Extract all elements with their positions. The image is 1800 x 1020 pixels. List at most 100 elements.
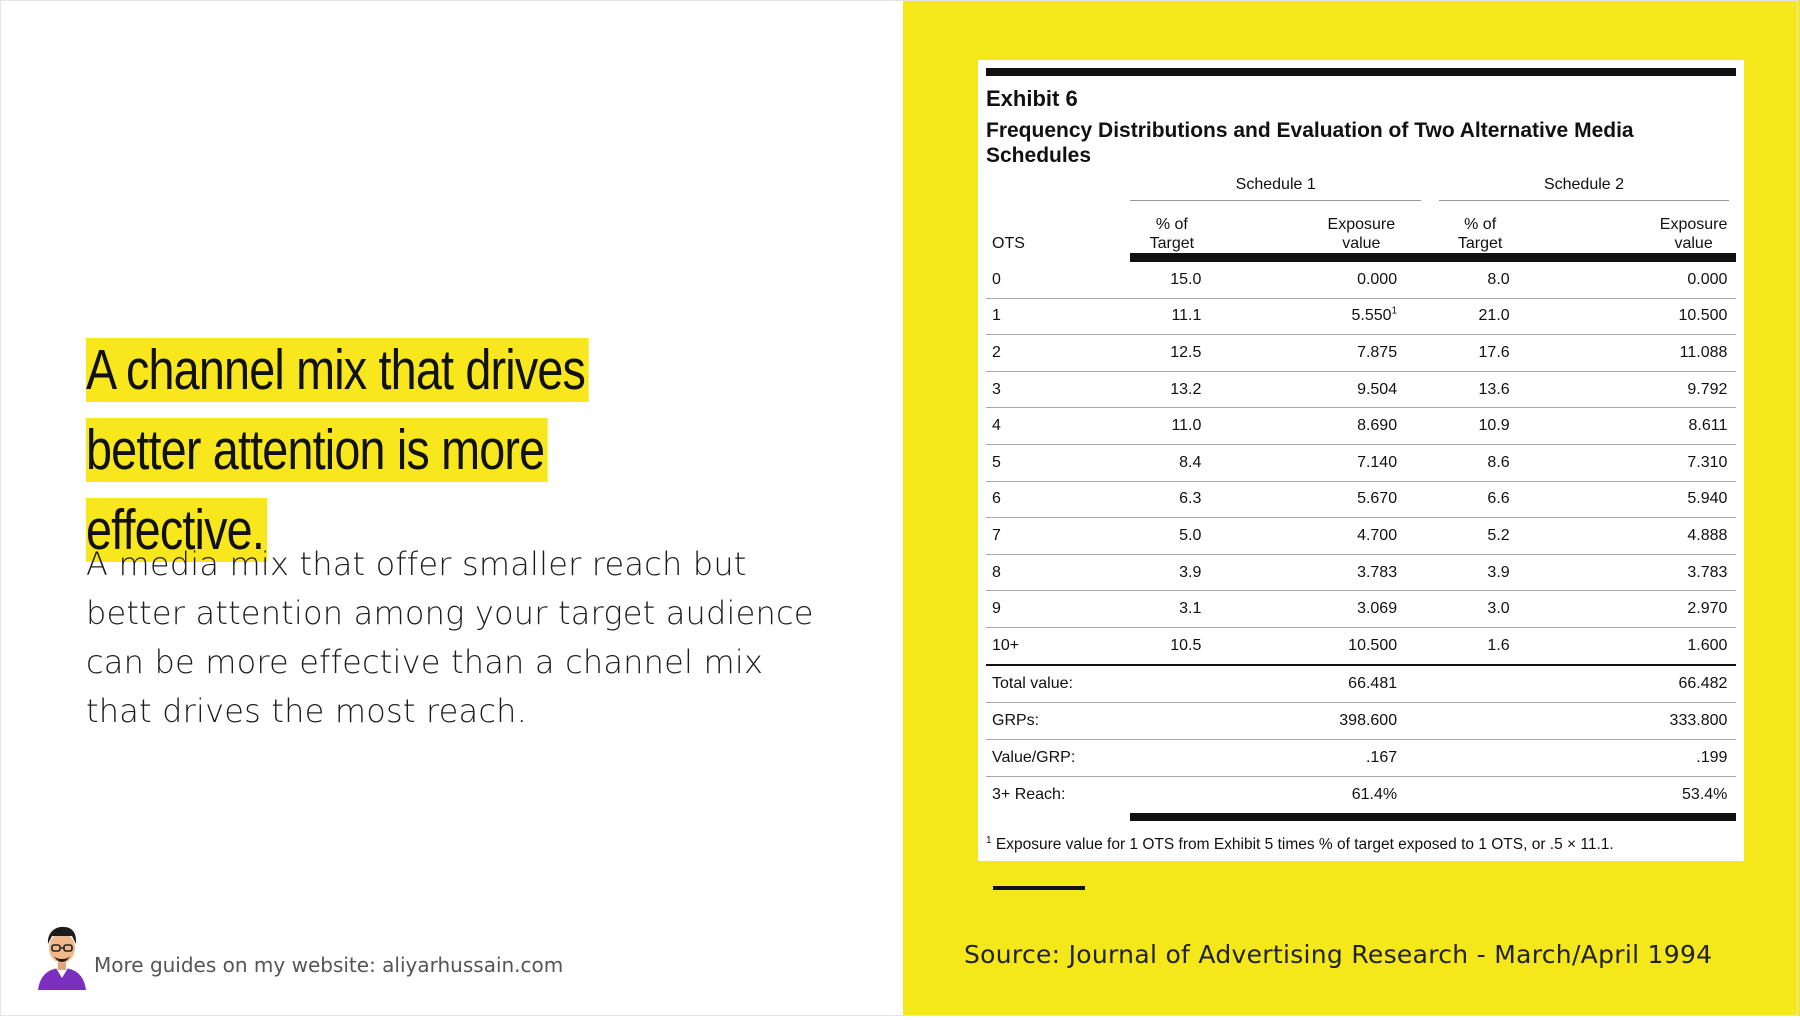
exhibit-title: Frequency Distributions and Evaluation o… bbox=[986, 119, 1634, 167]
schedule-2-header: Schedule 2 bbox=[1438, 170, 1730, 201]
s1-pct-cell: 10.5 bbox=[1130, 627, 1214, 666]
s1-exp-cell: 10.500 bbox=[1213, 627, 1422, 666]
source-citation: Source: Journal of Advertising Research … bbox=[964, 940, 1713, 969]
col-s1-pct-line2: Target bbox=[1149, 235, 1195, 252]
s1-pct-cell: 8.4 bbox=[1130, 444, 1214, 482]
s1-exp-cell: 4.700 bbox=[1213, 517, 1422, 555]
ots-cell: 7 bbox=[986, 517, 1131, 555]
summary-row: 3+ Reach: 61.4% 53.4% bbox=[986, 776, 1736, 813]
s2-pct-cell: 17.6 bbox=[1438, 334, 1522, 372]
s1-pct-cell: 15.0 bbox=[1130, 262, 1214, 299]
s1-pct-cell: 3.9 bbox=[1130, 554, 1214, 592]
schedule-1-header: Schedule 1 bbox=[1130, 170, 1422, 201]
summary-label: GRPs: bbox=[986, 702, 1214, 740]
left-panel: A channel mix that drives better attenti… bbox=[34, 330, 814, 990]
table-row: 3 13.2 9.504 13.6 9.792 bbox=[986, 371, 1736, 409]
s1-exp-cell: 8.690 bbox=[1213, 407, 1422, 445]
s2-pct-cell: 6.6 bbox=[1438, 481, 1522, 519]
ots-cell: 8 bbox=[986, 554, 1131, 592]
s1-exp-cell: 7.140 bbox=[1213, 444, 1422, 482]
body-text: A media mix that offer smaller reach but… bbox=[86, 545, 814, 730]
header-thick-rule-row bbox=[986, 253, 1736, 262]
s1-pct-cell: 6.3 bbox=[1130, 481, 1214, 519]
s2-exp-cell: 1.600 bbox=[1521, 627, 1730, 666]
s1-exp-value: 7.140 bbox=[1357, 453, 1398, 471]
exhibit-label: Exhibit 6 bbox=[986, 86, 1078, 111]
table-row: 6 6.3 5.670 6.6 5.940 bbox=[986, 481, 1736, 519]
ots-cell: 1 bbox=[986, 298, 1131, 336]
s1-exp-value: 4.700 bbox=[1357, 526, 1398, 544]
ots-cell: 0 bbox=[986, 262, 1131, 299]
table-row: 4 11.0 8.690 10.9 8.611 bbox=[986, 407, 1736, 445]
table-body: 0 15.0 0.000 8.0 0.000 1 11.1 5.5501 21.0 10.500 2… bbox=[986, 262, 1736, 813]
table-row: 1 11.1 5.5501 21.0 10.500 bbox=[986, 298, 1736, 336]
s1-exp-cell: 3.783 bbox=[1213, 554, 1422, 592]
table-row: 9 3.1 3.069 3.0 2.970 bbox=[986, 590, 1736, 628]
footer: More guides on my website: aliyarhussain… bbox=[34, 918, 563, 990]
s1-pct-cell: 11.0 bbox=[1130, 407, 1214, 445]
ots-cell: 9 bbox=[986, 590, 1131, 628]
s2-exp-cell: 11.088 bbox=[1521, 334, 1730, 372]
footnote-mark: 1 bbox=[986, 834, 992, 846]
s2-exp-cell: 5.940 bbox=[1521, 481, 1730, 519]
summary-s2-value: 53.4% bbox=[1682, 785, 1728, 803]
s2-exp-cell: 3.783 bbox=[1521, 554, 1730, 592]
ots-cell: 10+ bbox=[986, 627, 1131, 666]
summary-label: Total value: bbox=[986, 664, 1214, 703]
summary-row: GRPs: 398.600 333.800 bbox=[986, 702, 1736, 740]
s1-exp-value: 5.670 bbox=[1357, 490, 1398, 508]
col-s2-exp-line2: value bbox=[1674, 235, 1713, 252]
table-row: 8 3.9 3.783 3.9 3.783 bbox=[986, 554, 1736, 592]
s1-exp-cell: 7.875 bbox=[1213, 334, 1422, 372]
summary-s1-value: 61.4% bbox=[1351, 785, 1398, 803]
col-s2-exp-line1: Exposure bbox=[1659, 216, 1728, 233]
s2-exp-cell: 4.888 bbox=[1521, 517, 1730, 555]
col-s1-exp-line2: value bbox=[1342, 235, 1381, 252]
s2-pct-cell: 1.6 bbox=[1438, 627, 1522, 666]
s1-exp-value: 0.000 bbox=[1357, 270, 1398, 288]
ots-cell: 6 bbox=[986, 481, 1131, 519]
summary-s2-value: .199 bbox=[1521, 739, 1730, 777]
s2-exp-cell: 7.310 bbox=[1521, 444, 1730, 482]
s1-exp-cell: 0.000 bbox=[1213, 262, 1422, 299]
ots-cell: 4 bbox=[986, 407, 1131, 445]
s2-pct-cell: 21.0 bbox=[1438, 298, 1522, 336]
table-row: 7 5.0 4.700 5.2 4.888 bbox=[986, 517, 1736, 555]
s1-exp-cell: 9.504 bbox=[1213, 371, 1422, 409]
s2-pct-cell: 3.9 bbox=[1438, 554, 1522, 592]
exhibit-content: Exhibit 6 Frequency Distributions and Ev… bbox=[986, 68, 1736, 855]
bottom-thick-rule bbox=[1130, 812, 1736, 821]
headline: A channel mix that drives better attenti… bbox=[86, 330, 676, 570]
s1-pct-cell: 5.0 bbox=[1130, 517, 1214, 555]
s1-exp-cell: 5.670 bbox=[1213, 481, 1422, 519]
s1-exp-value: 10.500 bbox=[1348, 636, 1398, 654]
bottom-thick-rule-row bbox=[986, 812, 1736, 821]
headline-highlight: A channel mix that drives better attenti… bbox=[86, 338, 589, 562]
s2-exp-cell: 0.000 bbox=[1521, 262, 1730, 299]
ots-cell: 5 bbox=[986, 444, 1131, 482]
summary-label: 3+ Reach: bbox=[992, 785, 1066, 803]
s2-exp-cell: 9.792 bbox=[1521, 371, 1730, 409]
footer-website-text: More guides on my website: aliyarhussain… bbox=[94, 953, 564, 977]
s1-exp-cell: 3.069 bbox=[1213, 590, 1422, 628]
avatar bbox=[34, 918, 90, 990]
frequency-table: Schedule 1 Schedule 2 OTS % of Target Exp… bbox=[986, 170, 1736, 821]
summary-s1-value: 66.481 bbox=[1213, 664, 1422, 703]
schedule-header-row: Schedule 1 Schedule 2 bbox=[986, 170, 1736, 201]
column-header-row: OTS % of Target Exposure value % of Target … bbox=[986, 201, 1736, 254]
exhibit-top-rule bbox=[986, 68, 1736, 76]
s2-exp-cell: 8.611 bbox=[1521, 407, 1730, 445]
summary-row: Value/GRP: .167 .199 bbox=[986, 739, 1736, 777]
s1-exp-value: 8.690 bbox=[1357, 417, 1398, 435]
ots-cell: 3 bbox=[986, 371, 1131, 409]
col-s2-pct-line2: Target bbox=[1457, 235, 1503, 252]
avatar-illustration-icon bbox=[38, 926, 86, 990]
s2-pct-cell: 8.0 bbox=[1438, 262, 1522, 299]
s2-pct-cell: 3.0 bbox=[1438, 590, 1522, 628]
s1-pct-cell: 11.1 bbox=[1130, 298, 1214, 336]
s1-exp-value: 9.504 bbox=[1357, 380, 1398, 398]
header-thick-rule bbox=[1130, 253, 1736, 262]
col-ots-header: OTS bbox=[992, 235, 1025, 252]
s1-pct-cell: 13.2 bbox=[1130, 371, 1214, 409]
